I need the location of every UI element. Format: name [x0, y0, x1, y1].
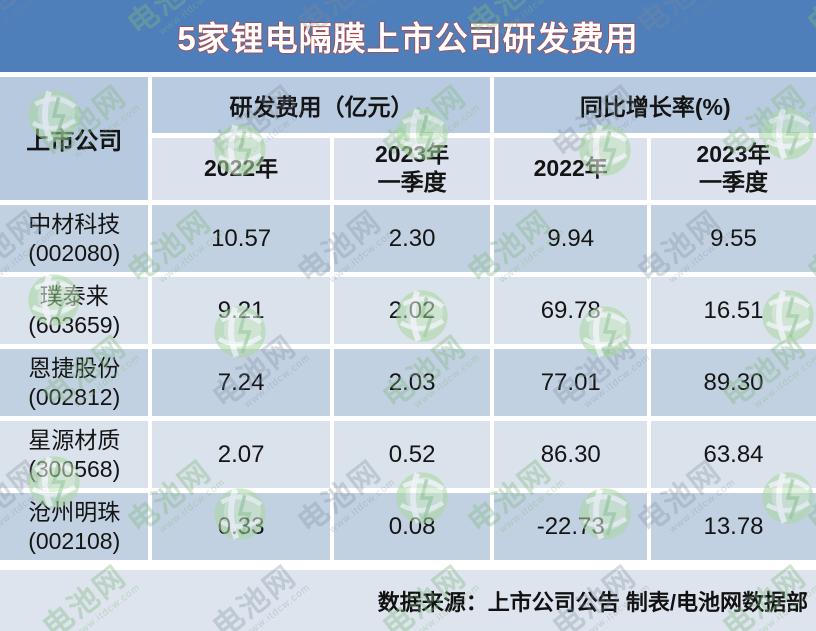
company-cell: 沧州明珠 (002108) — [0, 493, 149, 560]
rd-expense-table: 上市公司 研发费用（亿元） 同比增长率(%) 2022年 2023年 一季度 2… — [0, 72, 816, 565]
company-code: (603659) — [28, 311, 121, 338]
value-cell: 9.55 — [651, 205, 816, 272]
value-cell: 13.78 — [651, 493, 816, 560]
company-code: (002108) — [28, 527, 121, 554]
value-cell: 16.51 — [651, 277, 816, 344]
value-cell: 69.78 — [494, 277, 648, 344]
value-cell: 77.01 — [494, 349, 648, 416]
table-wrap: 上市公司 研发费用（亿元） 同比增长率(%) 2022年 2023年 一季度 2… — [0, 72, 816, 565]
value-cell: 9.21 — [152, 277, 330, 344]
value-cell: 86.30 — [494, 421, 648, 488]
page-title: 5家锂电隔膜上市公司研发费用 — [177, 20, 639, 57]
period-header-2022-expense: 2022年 — [152, 138, 330, 200]
value-cell: 2.07 — [152, 421, 330, 488]
value-cell: 0.33 — [152, 493, 330, 560]
value-cell: 9.94 — [494, 205, 648, 272]
company-cell: 中材科技 (002080) — [0, 205, 149, 272]
period-header-2023q1-expense: 2023年 一季度 — [333, 138, 491, 200]
corner-header-company: 上市公司 — [0, 77, 149, 200]
value-cell: 0.52 — [333, 421, 491, 488]
value-cell: 63.84 — [651, 421, 816, 488]
title-bar: 5家锂电隔膜上市公司研发费用 — [0, 0, 816, 72]
value-cell: 2.02 — [333, 277, 491, 344]
source-note: 数据来源：上市公司公告 制表/电池网数据部 — [377, 590, 808, 615]
value-cell: 89.30 — [651, 349, 816, 416]
value-cell: 0.08 — [333, 493, 491, 560]
table-row: 璞泰来 (603659) 9.21 2.02 69.78 16.51 — [0, 277, 816, 344]
company-name: 沧州明珠 — [28, 498, 121, 525]
company-cell: 璞泰来 (603659) — [0, 277, 149, 344]
company-cell: 恩捷股份 (002812) — [0, 349, 149, 416]
company-name: 中材科技 — [28, 210, 121, 237]
period-header-2022-growth: 2022年 — [494, 138, 648, 200]
table-row: 沧州明珠 (002108) 0.33 0.08 -22.73 13.78 — [0, 493, 816, 560]
period-header-2023q1-growth: 2023年 一季度 — [651, 138, 816, 200]
value-cell: 10.57 — [152, 205, 330, 272]
value-cell: 7.24 — [152, 349, 330, 416]
value-cell: 2.03 — [333, 349, 491, 416]
table-row: 中材科技 (002080) 10.57 2.30 9.94 9.55 — [0, 205, 816, 272]
table-row: 恩捷股份 (002812) 7.24 2.03 77.01 89.30 — [0, 349, 816, 416]
value-cell: 2.30 — [333, 205, 491, 272]
company-code: (300568) — [28, 455, 121, 482]
company-cell: 星源材质 (300568) — [0, 421, 149, 488]
group-header-yoy-growth: 同比增长率(%) — [494, 77, 816, 133]
company-name: 星源材质 — [28, 426, 121, 453]
footer-bar: 数据来源：上市公司公告 制表/电池网数据部 — [0, 570, 816, 631]
value-cell: -22.73 — [494, 493, 648, 560]
company-code: (002080) — [28, 239, 121, 266]
company-name: 恩捷股份 — [28, 354, 121, 381]
group-header-rd-expense: 研发费用（亿元） — [152, 77, 491, 133]
company-name: 璞泰来 — [39, 282, 109, 309]
company-code: (002812) — [28, 383, 121, 410]
table-row: 星源材质 (300568) 2.07 0.52 86.30 63.84 — [0, 421, 816, 488]
